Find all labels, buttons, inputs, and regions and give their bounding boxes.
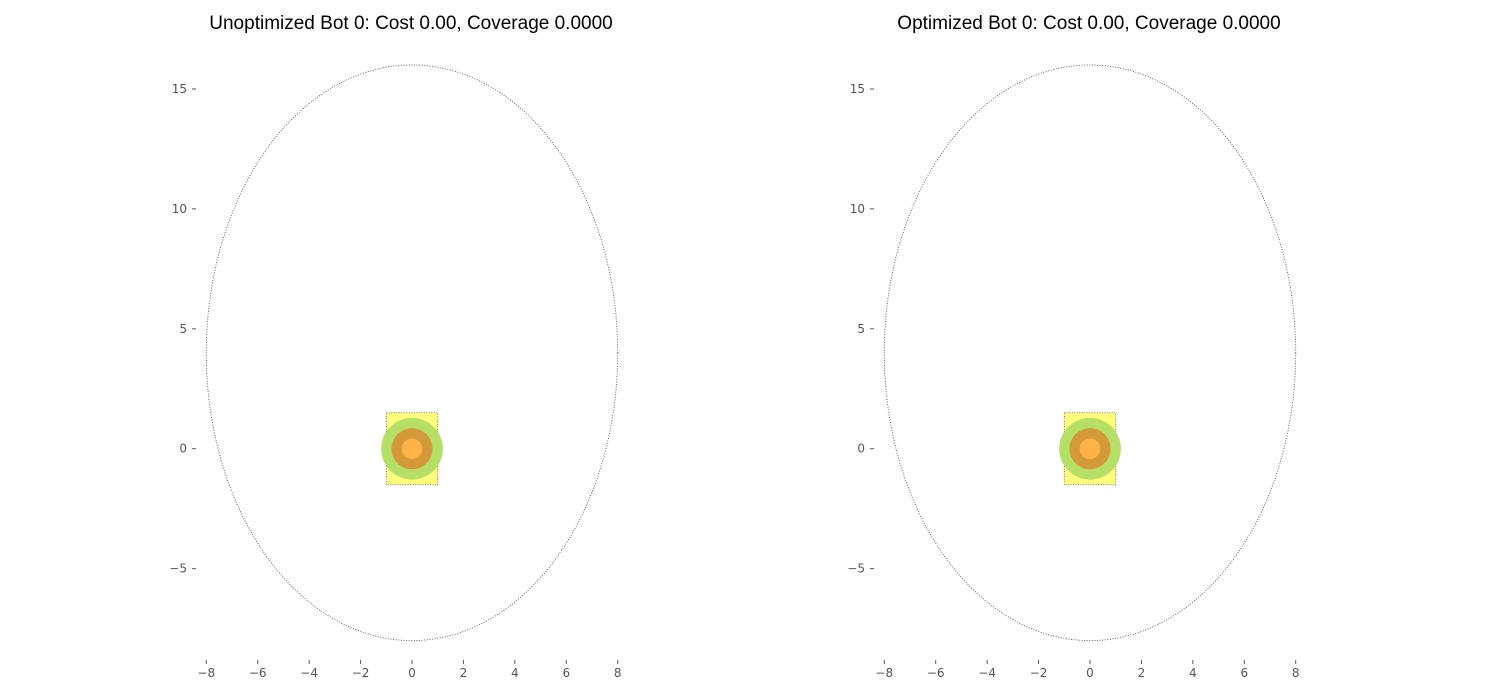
chart-title: Optimized Bot 0: Cost 0.00, Coverage 0.0… <box>897 13 1280 34</box>
x-tick-label: 4 <box>1189 666 1197 680</box>
x-tick-label: −2 <box>1030 666 1048 680</box>
x-tick-label: 4 <box>511 666 519 680</box>
x-tick-label: −4 <box>300 666 318 680</box>
boundary-ellipse <box>883 64 1297 642</box>
chart-panel-0: Unoptimized Bot 0: Cost 0.00, Coverage 0… <box>169 13 621 680</box>
y-tick-label: 15 <box>172 82 187 96</box>
y-tick-label: 10 <box>850 202 865 216</box>
y-tick-label: 15 <box>850 82 865 96</box>
y-tick-label: 0 <box>857 442 865 456</box>
x-tick-label: 8 <box>1292 666 1300 680</box>
x-tick-label: −6 <box>927 666 945 680</box>
x-tick-label: 2 <box>460 666 468 680</box>
chart-panel-1: Optimized Bot 0: Cost 0.00, Coverage 0.0… <box>847 13 1299 680</box>
boundary-ellipse <box>205 64 619 642</box>
x-tick-label: −8 <box>875 666 893 680</box>
x-tick-label: 6 <box>1240 666 1248 680</box>
x-tick-label: −2 <box>352 666 370 680</box>
x-tick-label: 6 <box>562 666 570 680</box>
x-tick-label: 8 <box>614 666 622 680</box>
x-tick-label: 0 <box>408 666 416 680</box>
x-tick-label: 2 <box>1138 666 1146 680</box>
x-tick-label: −8 <box>197 666 215 680</box>
y-tick-label: −5 <box>847 562 865 576</box>
y-tick-label: 5 <box>179 322 187 336</box>
x-tick-label: −4 <box>978 666 996 680</box>
range-circle-2 <box>401 438 423 460</box>
y-tick-label: −5 <box>169 562 187 576</box>
range-circle-2 <box>1079 438 1101 460</box>
y-tick-label: 5 <box>857 322 865 336</box>
chart-title: Unoptimized Bot 0: Cost 0.00, Coverage 0… <box>209 13 612 34</box>
y-tick-label: 10 <box>172 202 187 216</box>
y-tick-label: 0 <box>179 442 187 456</box>
x-tick-label: −6 <box>249 666 267 680</box>
x-tick-label: 0 <box>1086 666 1094 680</box>
